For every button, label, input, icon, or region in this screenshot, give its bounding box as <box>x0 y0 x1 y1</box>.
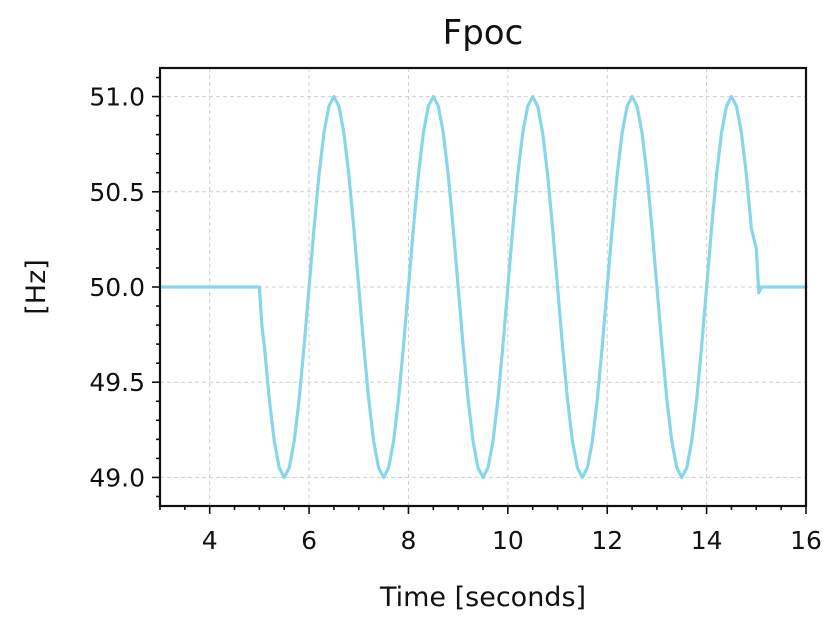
y-tick-label: 50.5 <box>89 178 145 207</box>
series-line <box>158 94 808 480</box>
y-axis-label: [Hz] <box>21 259 52 315</box>
x-tick-label: 12 <box>591 526 623 555</box>
chart-title: Fpoc <box>443 13 524 53</box>
y-tick-label: 49.5 <box>89 368 145 397</box>
x-tick-label: 4 <box>202 526 218 555</box>
x-tick-label: 10 <box>492 526 524 555</box>
x-tick-label: 8 <box>401 526 417 555</box>
x-axis-label: Time [seconds] <box>379 582 586 613</box>
y-tick-label: 50.0 <box>89 273 145 302</box>
tick-labels: 4 6 8 10 12 14 16 49.0 49.5 50.0 50.5 51.0 <box>89 83 822 555</box>
y-tick-label: 51.0 <box>89 83 145 112</box>
y-tick-label: 49.0 <box>89 463 145 492</box>
x-tick-label: 6 <box>301 526 317 555</box>
series-layer <box>158 94 808 480</box>
x-tick-label: 14 <box>691 526 723 555</box>
x-tick-label: 16 <box>790 526 822 555</box>
axis-ticks <box>152 76 807 514</box>
